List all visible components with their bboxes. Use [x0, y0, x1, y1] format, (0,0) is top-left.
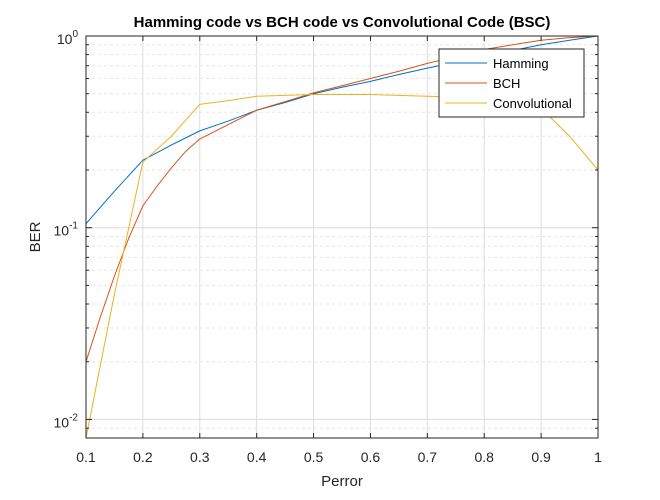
series-line-bch — [85, 35, 599, 362]
x-tick-label: 0.7 — [418, 449, 438, 465]
x-tick-label: 0.5 — [304, 449, 324, 465]
legend-label: Hamming — [493, 56, 549, 71]
y-tick-label: 10-2 — [54, 412, 79, 430]
y-tick-label: 100 — [57, 29, 79, 47]
ticks: 0.1 0.2 0.3 0.4 0.5 0.6 0.7 0.8 0.9 1 10-2 10-1 100 — [54, 29, 603, 465]
x-tick-label: 0.6 — [361, 449, 381, 465]
x-axis-label: Perror — [321, 473, 363, 490]
x-tick-label: 0.3 — [190, 449, 210, 465]
x-tick-label: 0.2 — [133, 449, 153, 465]
x-tick-label: 0.1 — [76, 449, 96, 465]
chart-title: Hamming code vs BCH code vs Convolutiona… — [134, 14, 551, 31]
axes-box — [85, 35, 599, 439]
x-tick-label: 1 — [594, 449, 602, 465]
legend: Hamming BCH Convolutional — [438, 48, 585, 118]
legend-label: BCH — [493, 76, 520, 91]
y-axis-label: BER — [27, 221, 44, 252]
x-tick-label: 0.9 — [531, 449, 551, 465]
x-tick-label: 0.8 — [474, 449, 494, 465]
y-tick-label: 10-1 — [54, 221, 79, 239]
legend-label: Convolutional — [493, 96, 572, 111]
x-tick-label: 0.4 — [247, 449, 267, 465]
